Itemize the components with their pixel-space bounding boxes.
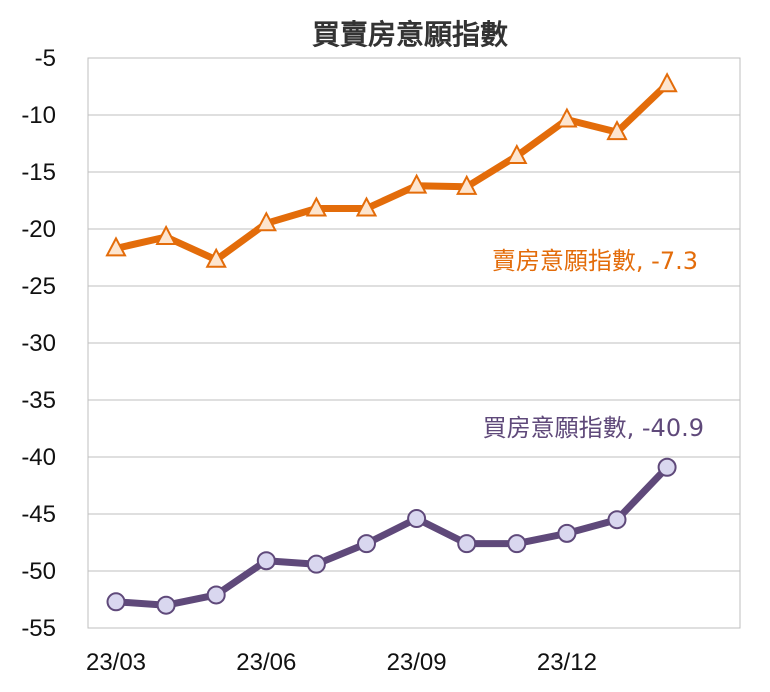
data-point (357, 534, 376, 554)
data-point (305, 196, 328, 217)
data-point (606, 119, 628, 141)
x-tick-label: 23/06 (236, 649, 296, 676)
data-point (256, 551, 276, 571)
y-tick-label: -5 (35, 45, 56, 72)
x-tick-label: 23/12 (537, 649, 597, 676)
series-annotations: 賣房意願指數, -7.3 買房意願指數, -40.9 (483, 247, 704, 442)
series-annotation: 買房意願指數, -40.9 (483, 414, 704, 442)
data-point (306, 554, 326, 574)
x-tick-label: 23/09 (387, 649, 447, 676)
x-axis-tick-labels: 23/03 23/06 23/09 23/12 (86, 649, 597, 676)
data-point (405, 173, 428, 194)
y-tick-label: -30 (21, 330, 56, 357)
y-tick-label: -15 (21, 159, 56, 186)
data-point (206, 585, 226, 605)
data-point (457, 534, 477, 554)
y-tick-label: -25 (21, 273, 56, 300)
chart-title: 買賣房意願指數 (312, 18, 508, 51)
data-point (557, 523, 577, 543)
series-line (112, 463, 671, 609)
x-tick-label: 23/03 (86, 649, 146, 676)
data-point (607, 510, 627, 530)
data-point (507, 534, 527, 554)
data-point (657, 457, 677, 477)
series-group (105, 72, 678, 615)
data-point (205, 247, 227, 268)
data-point (407, 509, 427, 529)
data-point (155, 224, 177, 245)
series-buy (106, 457, 677, 615)
series-sell (105, 72, 678, 268)
data-point (255, 211, 277, 232)
series-annotation: 賣房意願指數, -7.3 (492, 247, 698, 275)
y-tick-label: -10 (21, 102, 56, 129)
data-point (656, 72, 678, 93)
data-point (105, 236, 127, 257)
y-tick-label: -35 (21, 387, 56, 414)
data-point (556, 107, 578, 128)
y-tick-label: -20 (21, 216, 56, 243)
y-tick-label: -45 (21, 501, 56, 528)
series-line (112, 80, 671, 264)
data-point (506, 143, 528, 165)
data-point (355, 196, 378, 217)
y-axis-tick-labels: -5 -10 -15 -20 -25 -30 -35 -40 -45 -50 -55 (21, 45, 56, 642)
y-tick-label: -50 (21, 558, 56, 585)
y-tick-label: -55 (21, 615, 56, 642)
data-point (106, 592, 126, 612)
y-tick-label: -40 (21, 444, 56, 471)
data-point (456, 174, 478, 195)
data-point (156, 595, 176, 615)
